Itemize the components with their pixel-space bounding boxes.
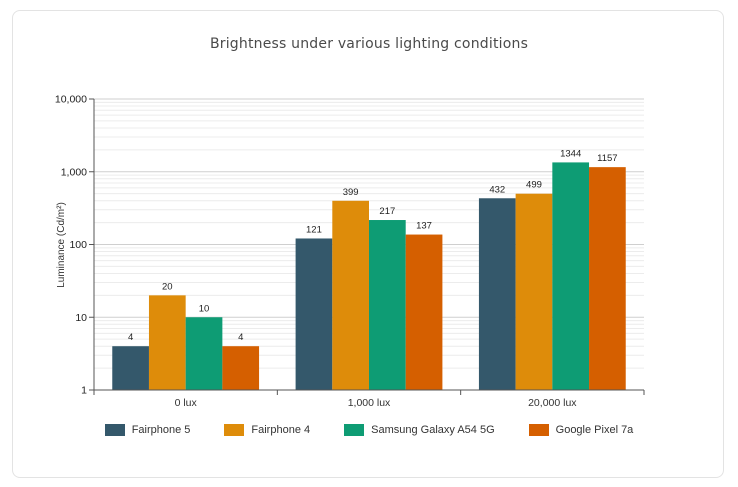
y-tick-label: 1,000 [61,166,87,178]
data-labels: 4 20 10 4 121 399 217 137 432 499 1344 1157 [128,148,618,343]
data-label: 1157 [597,153,617,164]
bar [185,317,223,390]
legend-swatch [344,424,365,436]
data-label: 121 [306,224,322,235]
legend: Fairphone 5 Fairphone 4 Samsung Galaxy A54… [0,424,738,436]
data-label: 1344 [560,148,581,159]
y-axis: 1 10 100 1,000 10,000 [55,94,95,397]
data-label: 10 [199,303,210,314]
bar [332,200,369,390]
x-tick-label: 20,000 lux [528,397,577,409]
y-tick-label: 10,000 [55,94,87,106]
legend-swatch [224,424,245,436]
data-label: 4 [128,332,133,343]
legend-label: Fairphone 5 [131,424,191,436]
data-label: 4 [238,332,243,343]
bar [148,295,186,390]
legend-item[interactable]: Fairphone 5 [104,424,191,436]
legend-item[interactable]: Samsung Galaxy A54 5G [344,424,495,436]
legend-swatch [104,424,125,436]
x-tick-label: 1,000 lux [348,397,391,409]
bar [515,193,553,390]
bars [112,162,626,390]
bar [369,220,406,390]
y-tick-label: 100 [69,239,87,251]
data-label: 20 [162,281,173,292]
legend-label: Samsung Galaxy A54 5G [371,424,495,436]
y-tick-label: 10 [75,312,87,324]
bar [405,234,443,390]
chart-title: Brightness under various lighting condit… [209,36,529,52]
legend-item[interactable]: Fairphone 4 [224,424,310,436]
y-tick-label: 1 [81,385,87,397]
bar [552,162,590,390]
data-label: 217 [379,206,395,217]
x-axis: 0 lux 1,000 lux 20,000 lux [93,389,645,409]
bar [112,346,149,390]
bar [589,167,626,390]
x-tick-label: 0 lux [175,397,198,409]
bar [295,238,333,390]
legend-label: Google Pixel 7a [555,424,634,436]
bar [478,198,516,390]
data-label: 432 [489,184,505,195]
data-label: 137 [416,221,432,232]
bar [222,346,260,390]
legend-item[interactable]: Google Pixel 7a [528,424,634,436]
data-label: 499 [526,180,542,191]
legend-label: Fairphone 4 [251,424,311,436]
y-axis-label: Luminance (Cd/m²) [56,202,67,288]
data-label: 399 [343,187,359,198]
legend-swatch [528,424,549,436]
